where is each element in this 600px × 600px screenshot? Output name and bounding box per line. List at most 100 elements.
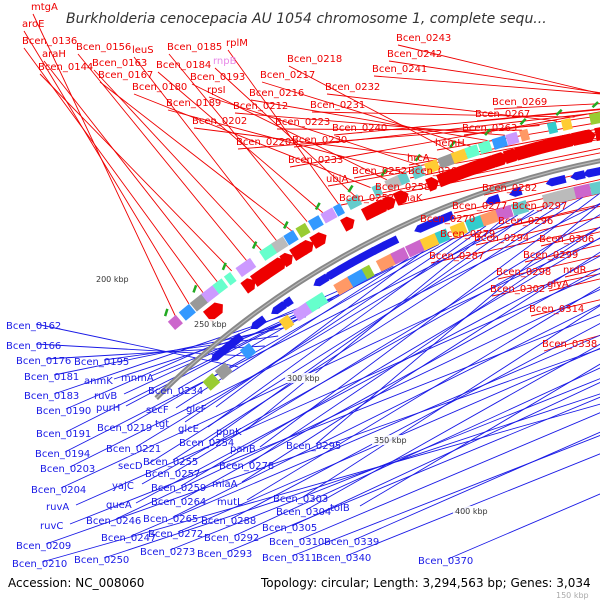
reverse-gene-label[interactable]: Bcen_0272 (148, 529, 203, 540)
forward-gene-label[interactable]: Bcen_0202 (192, 116, 247, 127)
forward-gene-label[interactable]: rnpB (213, 56, 237, 67)
forward-gene-label[interactable]: Bcen_0287 (429, 251, 484, 262)
reverse-gene-label[interactable]: Bcen_0288 (201, 516, 256, 527)
reverse-gene-label[interactable]: Bcen_0166 (6, 341, 61, 352)
reverse-gene-label[interactable]: ppnK (216, 427, 242, 438)
reverse-gene-label[interactable]: Bcen_0250 (74, 555, 129, 566)
forward-gene-label[interactable]: Bcen_0306 (539, 234, 594, 245)
forward-gene-label[interactable]: dnaK (397, 193, 423, 204)
reverse-gene-label[interactable]: secD (118, 461, 143, 472)
reverse-gene-label[interactable]: Bcen_0305 (262, 523, 317, 534)
reverse-gene-label[interactable]: glcF (186, 404, 207, 415)
reverse-gene-label[interactable]: yajC (112, 481, 134, 492)
forward-gene-label[interactable]: Bcen_0189 (166, 98, 221, 109)
reverse-gene-label[interactable]: Bcen_0246 (86, 516, 141, 527)
forward-gene-label[interactable]: Bcen_0240 (332, 123, 387, 134)
forward-gene-label[interactable]: Bcen_0217 (260, 70, 315, 81)
forward-gene-label[interactable]: Bcen_0338 (542, 339, 597, 350)
forward-gene-label[interactable]: Bcen_0269 (492, 97, 547, 108)
reverse-gene-label[interactable]: Bcen_0264 (151, 497, 206, 508)
reverse-gene-label[interactable]: Bcen_0292 (204, 533, 259, 544)
forward-gene-label[interactable]: Bcen_0163 (92, 58, 147, 69)
forward-gene-label[interactable]: Bcen_0167 (98, 70, 153, 81)
forward-gene-label[interactable]: Bcen_0242 (387, 49, 442, 60)
reverse-gene-label[interactable]: Bcen_0195 (74, 357, 129, 368)
reverse-gene-label[interactable]: Bcen_0303 (273, 494, 328, 505)
forward-gene-label[interactable]: ubiA (326, 174, 348, 185)
reverse-gene-label[interactable]: Bcen_0265 (143, 514, 198, 525)
forward-gene-label[interactable]: Bcen_0231 (310, 100, 365, 111)
forward-gene-label[interactable]: mtgA (31, 2, 58, 13)
forward-gene-label[interactable]: Bcen_0144 (38, 62, 93, 73)
reverse-gene-label[interactable]: Bcen_0370 (418, 556, 473, 567)
forward-gene-label[interactable]: Bcen_0299 (523, 250, 578, 261)
reverse-gene-label[interactable]: Bcen_0183 (24, 391, 79, 402)
reverse-gene-label[interactable]: Bcen_0221 (106, 444, 161, 455)
reverse-gene-label[interactable]: Bcen_0340 (316, 553, 371, 564)
forward-gene-label[interactable]: Bcen_0253 (339, 193, 394, 204)
reverse-gene-label[interactable]: Bcen_0176 (16, 356, 71, 367)
reverse-gene-label[interactable]: tolB (330, 503, 350, 514)
reverse-gene-label[interactable]: Bcen_0190 (36, 406, 91, 417)
reverse-gene-label[interactable]: Bcen_0162 (6, 321, 61, 332)
forward-gene-label[interactable]: Bcen_0282 (482, 183, 537, 194)
reverse-gene-label[interactable]: Bcen_0295 (286, 441, 341, 452)
forward-gene-label[interactable]: glyA (547, 279, 569, 290)
reverse-gene-label[interactable]: ruvA (46, 502, 69, 513)
forward-gene-label[interactable]: Bcen_0220 (236, 137, 291, 148)
reverse-gene-label[interactable]: Bcen_0234 (148, 386, 203, 397)
forward-gene-label[interactable]: Bcen_0270 (420, 214, 475, 225)
forward-gene-label[interactable]: Bcen_0233 (288, 155, 343, 166)
reverse-gene-label[interactable]: Bcen_0209 (16, 541, 71, 552)
forward-gene-label[interactable]: Bcen_0243 (396, 33, 451, 44)
reverse-gene-label[interactable]: ruvC (40, 521, 63, 532)
forward-gene-label[interactable]: Bcen_0136 (22, 36, 77, 47)
reverse-gene-label[interactable]: Bcen_0311 (262, 553, 317, 564)
reverse-gene-label[interactable]: Bcen_0273 (140, 547, 195, 558)
reverse-gene-label[interactable]: Bcen_0310 (269, 537, 324, 548)
reverse-gene-label[interactable]: mnmA (121, 373, 154, 384)
reverse-gene-label[interactable]: secF (146, 405, 169, 416)
reverse-gene-label[interactable]: Bcen_0257 (145, 469, 200, 480)
reverse-gene-label[interactable]: miaA (212, 479, 238, 490)
reverse-gene-label[interactable]: Bcen_0259 (151, 483, 206, 494)
forward-gene-label[interactable]: Bcen_0298 (496, 267, 551, 278)
reverse-gene-label[interactable]: Bcen_0304 (276, 507, 331, 518)
reverse-gene-label[interactable]: Bcen_0219 (97, 423, 152, 434)
reverse-gene-label[interactable]: Bcen_0254 (179, 438, 234, 449)
reverse-gene-label[interactable]: Bcen_0210 (12, 559, 67, 570)
reverse-gene-label[interactable]: panB (230, 444, 256, 455)
reverse-gene-label[interactable]: Bcen_0181 (24, 372, 79, 383)
forward-gene-label[interactable]: Bcen_0223 (275, 117, 330, 128)
forward-gene-label[interactable]: Bcen_0156 (76, 42, 131, 53)
forward-gene-label[interactable]: hrcA (407, 153, 430, 164)
forward-gene-label[interactable]: hemH (435, 138, 465, 149)
reverse-gene-label[interactable]: ruvB (94, 391, 117, 402)
reverse-gene-label[interactable]: queA (106, 500, 132, 511)
forward-gene-label[interactable]: Bcen_0193 (190, 72, 245, 83)
reverse-gene-label[interactable]: Bcen_0293 (197, 549, 252, 560)
reverse-gene-label[interactable]: mutL (217, 497, 243, 508)
forward-gene-label[interactable]: Bcen_0232 (325, 82, 380, 93)
forward-gene-label[interactable]: Bcen_0296 (498, 216, 553, 227)
forward-gene-label[interactable]: Bcen_0216 (249, 88, 304, 99)
reverse-gene-label[interactable]: Bcen_0339 (324, 537, 379, 548)
forward-gene-label[interactable]: aroE (22, 19, 44, 30)
forward-gene-label[interactable]: Bcen_0218 (287, 54, 342, 65)
reverse-gene-label[interactable]: Bcen_0247 (101, 533, 156, 544)
forward-gene-label[interactable]: Bcen_0277 (452, 201, 507, 212)
forward-gene-label[interactable]: nrdR (563, 265, 587, 276)
reverse-gene-label[interactable]: glcE (178, 424, 199, 435)
forward-gene-label[interactable]: Bcen_0294 (474, 233, 529, 244)
reverse-gene-label[interactable]: purH (96, 403, 120, 414)
forward-gene-label[interactable]: Bcen_0212 (233, 101, 288, 112)
reverse-gene-label[interactable]: Bcen_0204 (31, 485, 86, 496)
forward-gene-label[interactable]: araH (42, 49, 66, 60)
forward-gene-label[interactable]: Bcen_0185 (167, 42, 222, 53)
forward-gene-label[interactable]: Bcen_0302 (490, 284, 545, 295)
forward-gene-label[interactable]: leuS (132, 45, 154, 56)
forward-gene-label[interactable]: Bcen_0180 (132, 82, 187, 93)
reverse-gene-label[interactable]: anmK (84, 376, 113, 387)
reverse-gene-label[interactable]: Bcen_0191 (36, 429, 91, 440)
